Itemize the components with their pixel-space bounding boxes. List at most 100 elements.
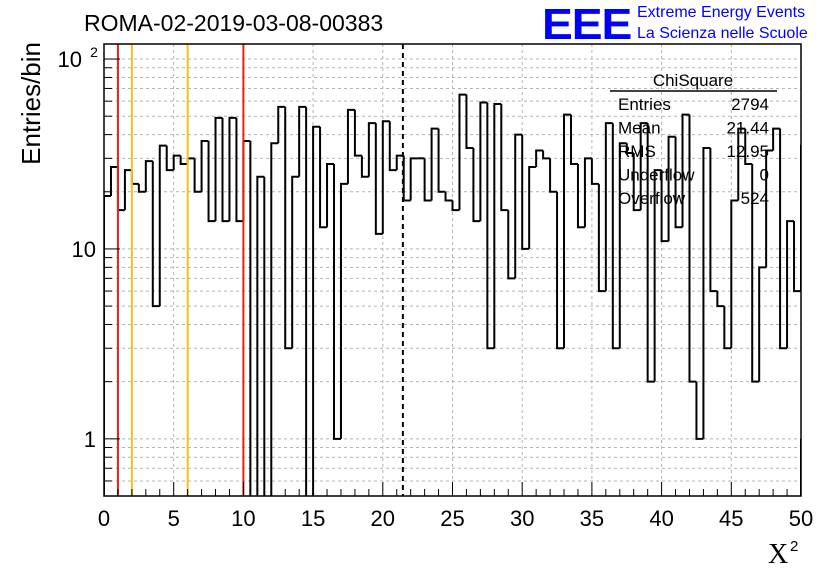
histogram-bin: [207, 141, 216, 223]
histogram-bin: [486, 102, 495, 350]
x-tick-label: 45: [719, 506, 743, 531]
histogram-bin: [374, 123, 383, 235]
histogram-bin: [116, 167, 125, 212]
histogram-bin: [716, 291, 725, 308]
histogram-bin: [660, 170, 669, 243]
histogram-bin: [674, 136, 683, 229]
y-tick-label: 10: [72, 237, 96, 262]
histogram-bin: [409, 157, 418, 201]
histogram-bin: [186, 157, 195, 165]
histogram-bin: [172, 154, 181, 171]
y-tick-label: 10: [58, 47, 82, 72]
histogram-bin: [263, 176, 266, 496]
histogram-bin: [395, 154, 404, 171]
histogram-bin: [444, 191, 453, 202]
histogram-bin: [737, 127, 746, 201]
histogram-bin: [611, 123, 620, 350]
histogram-bin: [437, 128, 446, 193]
x-tick-label: 20: [371, 506, 395, 531]
histogram-bin: [822, 153, 829, 215]
histogram-bin: [158, 144, 167, 307]
histogram-bin: [549, 158, 558, 193]
histogram-bin: [646, 123, 655, 383]
x-tick-label: 15: [301, 506, 325, 531]
histogram-bin: [104, 195, 111, 496]
histogram-bin: [402, 155, 411, 202]
histogram-bin: [576, 164, 585, 229]
histogram-bin: [618, 142, 627, 349]
histogram-bin: [165, 145, 174, 172]
histogram-bin: [339, 182, 348, 439]
histogram-bin: [144, 160, 153, 192]
histogram-bin: [284, 106, 293, 350]
histogram-bin: [597, 183, 606, 293]
histogram-bin: [556, 191, 565, 350]
histogram-bin: [709, 148, 718, 293]
histogram-bin: [381, 120, 390, 234]
y-tick-label: 1: [84, 427, 96, 452]
histogram-bin: [388, 121, 397, 172]
histogram-bin: [360, 155, 369, 178]
stats-value: 12.95: [726, 142, 769, 161]
histogram-bin: [270, 142, 279, 496]
stats-value: 2794: [731, 95, 769, 114]
stats-box: ChiSquare Entries 2794 Mean 21.44 RMS 12.95 Und…: [610, 71, 777, 208]
histogram-bin: [569, 114, 578, 166]
histogram-bin: [319, 126, 328, 229]
histogram-bin: [688, 114, 697, 383]
histogram-bin: [423, 158, 432, 202]
histogram-bin: [353, 109, 362, 157]
histogram-bin: [472, 148, 481, 223]
histogram-bin: [793, 221, 801, 293]
histogram-bin: [702, 147, 711, 439]
histogram-bin: [563, 113, 571, 349]
histogram-bin: [500, 103, 509, 212]
histogram-bin: [235, 117, 244, 223]
histogram-bin: [765, 149, 774, 268]
stats-label: Overflow: [618, 189, 686, 208]
histogram-bin: [583, 157, 592, 228]
histogram-bin: [109, 166, 118, 197]
histogram-bin: [730, 199, 739, 349]
brand-line-1: Extreme Energy Events: [637, 4, 806, 21]
histogram-bin: [800, 144, 801, 292]
stats-label: RMS: [618, 142, 656, 161]
y-tick-label-superscript: 2: [90, 44, 98, 60]
histogram-bin: [653, 169, 662, 382]
histogram-bin: [214, 116, 223, 222]
histogram-bin: [632, 153, 641, 212]
histogram-bin: [242, 140, 251, 222]
histogram-bin: [723, 306, 732, 350]
histogram-bin: [507, 210, 516, 280]
stats-title: ChiSquare: [653, 71, 733, 90]
x-tick-label: 10: [231, 506, 255, 531]
stats-value: 21.44: [726, 119, 769, 138]
x-tick-label: 40: [649, 506, 673, 531]
histogram-bin: [681, 113, 690, 228]
histogram-bin: [751, 164, 760, 383]
histogram-bin: [312, 125, 321, 496]
histogram-bin: [465, 94, 474, 150]
marker-lines: [116, 44, 404, 496]
histogram-bin: [451, 200, 460, 212]
histogram-bin: [228, 116, 237, 222]
histogram-bin: [667, 135, 676, 242]
histogram-bin: [221, 117, 230, 223]
x-axis-title-superscript: 2: [790, 538, 798, 555]
histogram-bin: [249, 141, 252, 496]
x-tick-label: 30: [510, 506, 534, 531]
histogram-bin: [200, 140, 209, 192]
histogram-bin: [137, 183, 146, 193]
stats-label: Entries: [618, 95, 671, 114]
stats-label: Underflow: [618, 166, 695, 185]
histogram-bin: [291, 175, 300, 349]
grid-lines: [104, 44, 801, 496]
histogram-bin: [514, 133, 523, 279]
histogram-bin: [542, 150, 551, 160]
histogram-bin: [277, 105, 286, 144]
histogram-bin: [179, 155, 188, 166]
histogram-bin: [326, 163, 335, 228]
histogram-bin: [193, 158, 202, 193]
histogram-bin: [123, 169, 132, 211]
